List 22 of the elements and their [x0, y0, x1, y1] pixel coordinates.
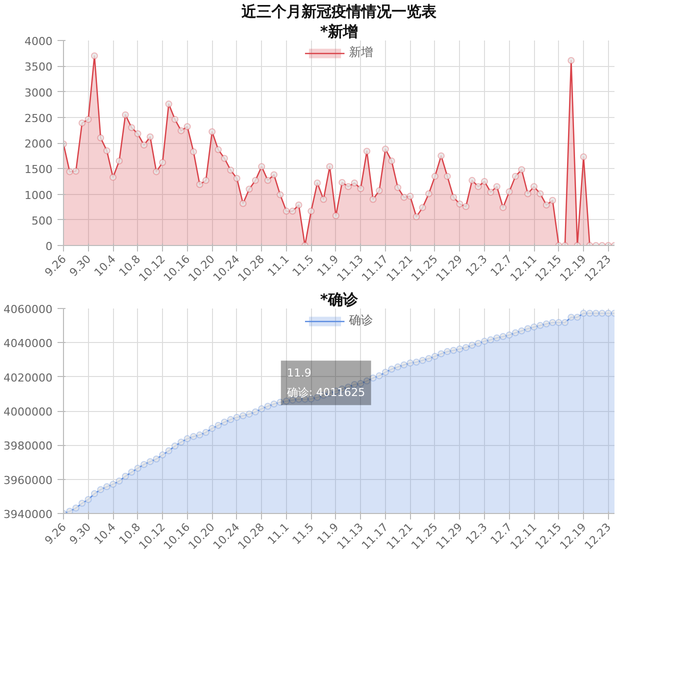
y-tick-label: 500 [32, 214, 53, 228]
y-tick-label: 3500 [24, 60, 53, 74]
legend-label: 确诊 [349, 312, 373, 329]
y-tick-label: 4060000 [4, 303, 53, 316]
chart-subtitle: *新增 [320, 22, 358, 40]
y-tick-label: 1000 [24, 188, 53, 202]
y-tick-label: 2000 [24, 138, 53, 150]
y-tick-label: 4040000 [4, 337, 53, 350]
y-tick-label: 3960000 [4, 474, 53, 487]
y-tick-label: 1500 [24, 163, 53, 176]
y-tick-label: 4020000 [4, 371, 53, 384]
annotation: 11.9 确诊: 4011625 [286, 366, 366, 400]
y-tick-label: 4000000 [4, 406, 53, 418]
y-tick-label: 3940000 [4, 508, 53, 521]
chart-title: *确诊 [320, 290, 359, 308]
chart-title: 近三个月新冠疫情情况一览表 [240, 2, 438, 20]
y-tick-label: 2500 [24, 112, 53, 125]
y-tick-label: 0 [46, 240, 52, 253]
y-tick-label: 3000 [24, 86, 53, 100]
y-tick-label: 4000 [24, 35, 53, 48]
y-tick-label: 3980000 [4, 440, 53, 453]
legend-label: 新增 [349, 44, 373, 61]
